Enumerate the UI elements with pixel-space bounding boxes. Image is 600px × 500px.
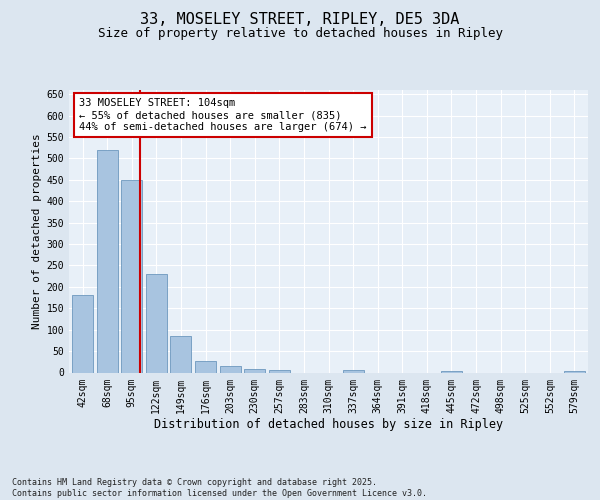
Bar: [564, 371, 585, 372]
Bar: [244, 369, 265, 372]
Bar: [269, 370, 290, 372]
Text: 33, MOSELEY STREET, RIPLEY, DE5 3DA: 33, MOSELEY STREET, RIPLEY, DE5 3DA: [140, 12, 460, 28]
Bar: [146, 274, 167, 372]
Bar: [170, 336, 191, 372]
Bar: [441, 371, 462, 372]
Bar: [121, 180, 142, 372]
Bar: [72, 296, 93, 372]
Bar: [220, 366, 241, 372]
Text: Contains HM Land Registry data © Crown copyright and database right 2025.
Contai: Contains HM Land Registry data © Crown c…: [12, 478, 427, 498]
Bar: [195, 361, 216, 372]
Text: 33 MOSELEY STREET: 104sqm
← 55% of detached houses are smaller (835)
44% of semi: 33 MOSELEY STREET: 104sqm ← 55% of detac…: [79, 98, 367, 132]
X-axis label: Distribution of detached houses by size in Ripley: Distribution of detached houses by size …: [154, 418, 503, 431]
Text: Size of property relative to detached houses in Ripley: Size of property relative to detached ho…: [97, 28, 503, 40]
Bar: [97, 150, 118, 372]
Bar: [343, 370, 364, 372]
Y-axis label: Number of detached properties: Number of detached properties: [32, 134, 43, 329]
